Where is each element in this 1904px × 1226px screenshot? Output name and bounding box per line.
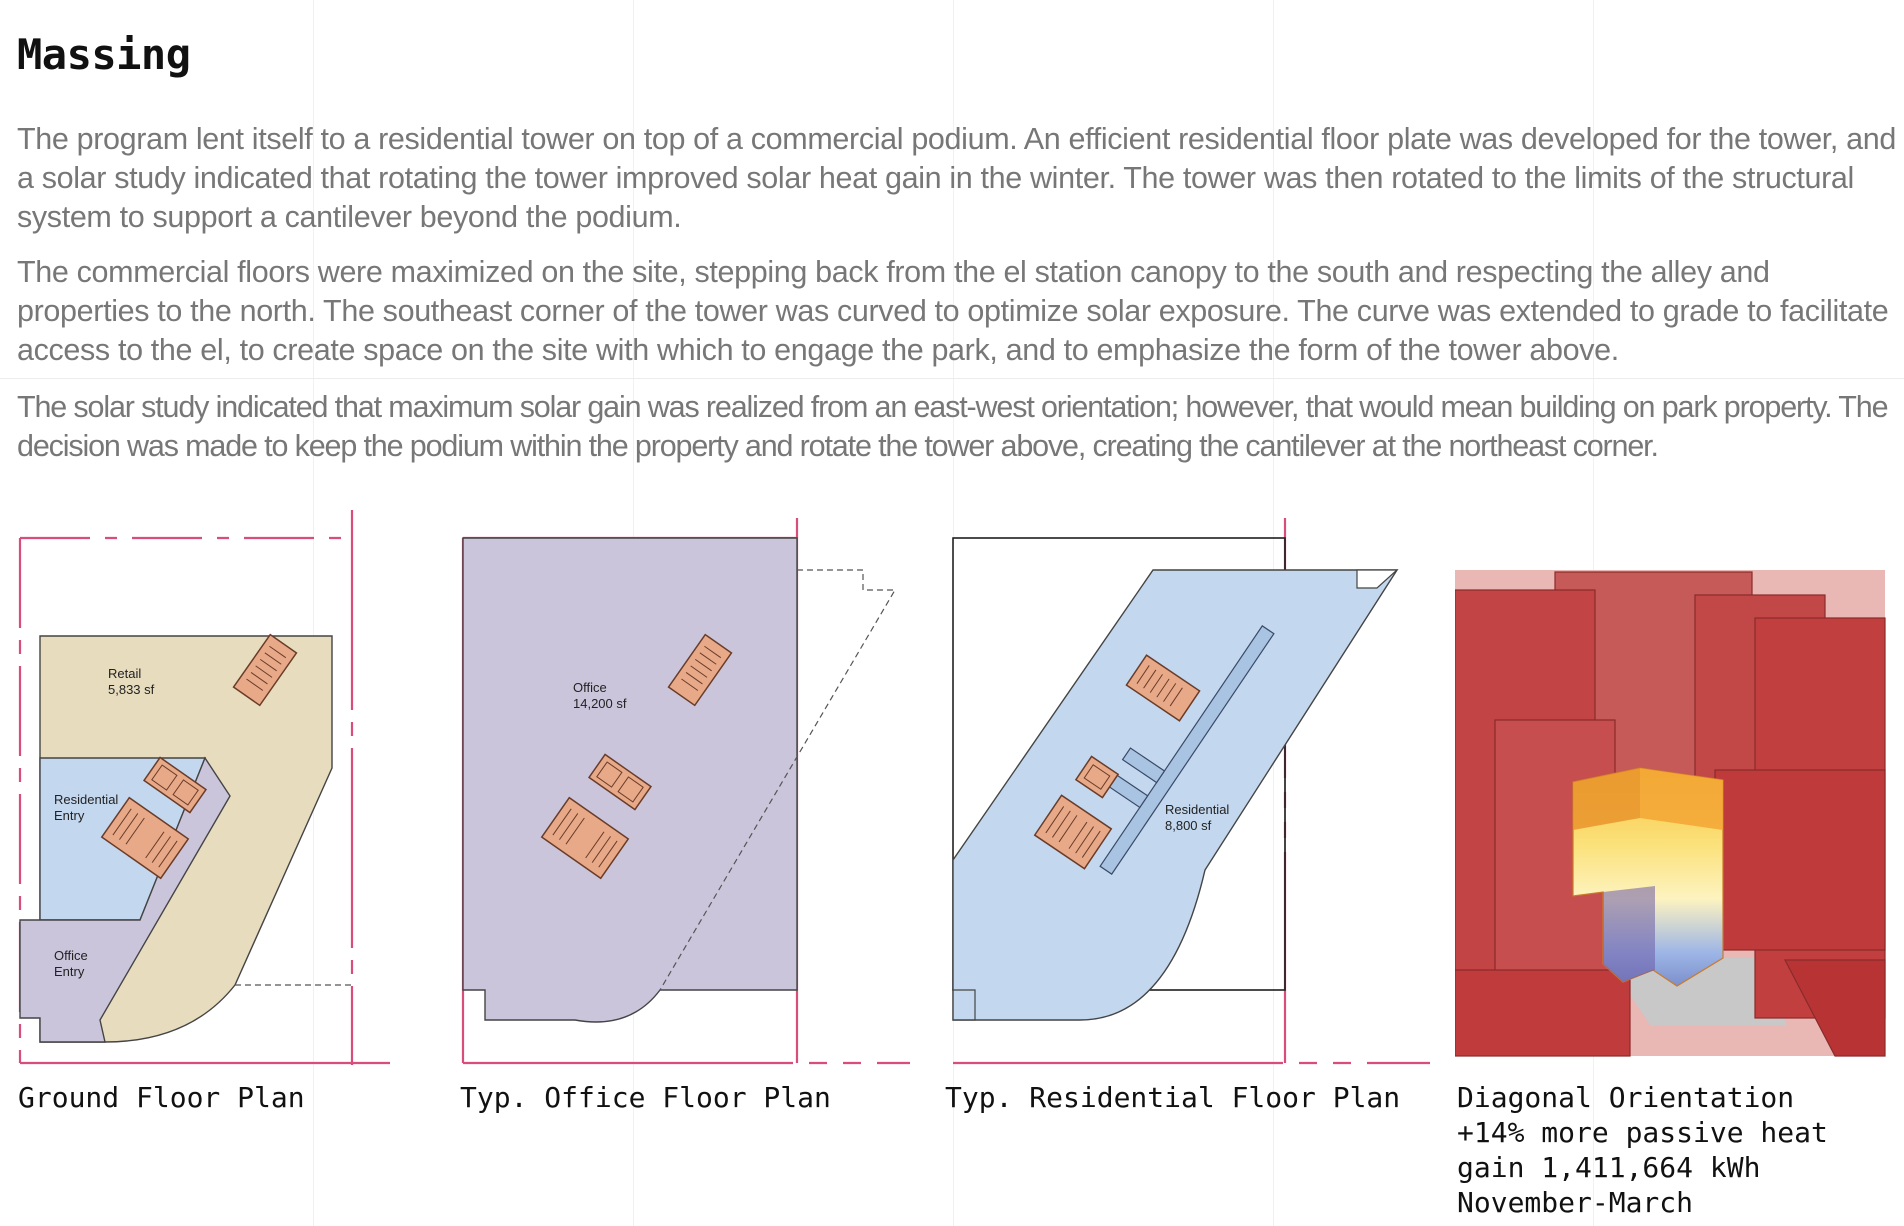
stair-core <box>1125 654 1201 722</box>
office-entry-label: Entry <box>54 964 85 979</box>
stair-core <box>667 633 733 707</box>
street-ground <box>1605 958 1787 1026</box>
massing-block <box>1714 769 1886 951</box>
tower-shaded-face <box>1603 886 1655 982</box>
residential-area-label: 8,800 sf <box>1165 818 1212 833</box>
elevator-core <box>142 756 208 814</box>
office-entry-area <box>19 756 231 1043</box>
paragraph-solar-study: The solar study indicated that maximum s… <box>17 390 1889 463</box>
office-label: Office <box>573 680 607 695</box>
retail-area-label: 5,833 sf <box>108 682 155 697</box>
tower-cantilever-outline <box>659 569 897 991</box>
stair-core <box>1033 794 1113 870</box>
massing-block <box>1455 969 1631 1057</box>
background-divider <box>0 378 1904 379</box>
paragraph-program: The program lent itself to a residential… <box>17 122 1897 234</box>
office-entry-label: Office <box>54 948 88 963</box>
residential-floor-caption: Typ. Residential Floor Plan <box>945 1081 1401 1114</box>
retail-label: Retail <box>108 666 141 681</box>
residential-entry-label: Entry <box>54 808 85 823</box>
stair-core <box>540 796 630 880</box>
elevator-core <box>1074 755 1120 799</box>
solar-massing-diagram <box>1455 570 1886 1057</box>
residential-area <box>952 569 1399 1021</box>
residential-floor-plan: Residential 8,800 sf <box>952 518 1430 1065</box>
paragraph-commercial-floors: The commercial floors were maximized on … <box>17 255 1889 367</box>
tower-top-face <box>1640 768 1723 830</box>
solar-study-caption: Diagonal Orientation +14% more passive h… <box>1457 1081 1828 1219</box>
residential-entry-label: Residential <box>54 792 118 807</box>
background-gridline <box>313 0 314 1226</box>
structural-spine <box>1099 625 1275 875</box>
elevator-core <box>587 753 653 811</box>
ground-floor-caption: Ground Floor Plan <box>18 1081 305 1114</box>
office-floor-caption: Typ. Office Floor Plan <box>460 1081 831 1114</box>
residential-label: Residential <box>1165 802 1229 817</box>
section-title: Massing <box>17 30 191 79</box>
stair-core <box>232 633 298 707</box>
office-floor-plan: Office 14,200 sf <box>461 518 910 1065</box>
ground-floor-plan: Retail 5,833 sf Residential Entry Office… <box>18 510 390 1065</box>
office-area-label: 14,200 sf <box>573 696 627 711</box>
stair-core <box>100 796 190 880</box>
massing-block <box>1784 959 1886 1057</box>
tower-side-face <box>1573 768 1640 830</box>
